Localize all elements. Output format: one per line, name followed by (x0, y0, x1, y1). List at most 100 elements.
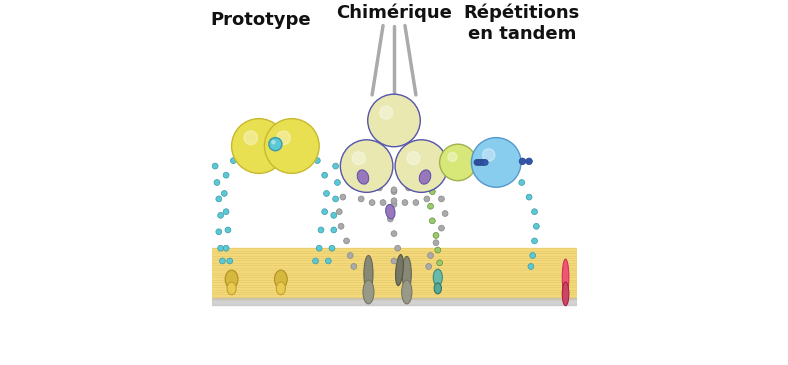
Circle shape (220, 258, 225, 264)
Circle shape (528, 264, 533, 269)
Circle shape (325, 258, 331, 264)
Ellipse shape (363, 280, 374, 304)
Circle shape (334, 180, 340, 185)
Circle shape (331, 212, 336, 218)
Circle shape (471, 138, 521, 187)
Circle shape (338, 223, 344, 229)
Circle shape (314, 158, 320, 164)
Circle shape (217, 245, 224, 251)
Circle shape (227, 258, 232, 264)
Circle shape (395, 245, 400, 251)
Circle shape (333, 196, 339, 202)
Ellipse shape (385, 204, 395, 219)
Circle shape (482, 149, 495, 161)
Circle shape (426, 264, 432, 269)
Circle shape (331, 227, 336, 233)
Circle shape (364, 180, 370, 185)
Circle shape (418, 180, 424, 185)
Circle shape (429, 218, 435, 224)
Circle shape (437, 174, 443, 180)
Ellipse shape (419, 170, 431, 184)
Ellipse shape (396, 255, 403, 285)
Circle shape (344, 238, 349, 244)
Circle shape (391, 231, 397, 237)
Circle shape (391, 187, 397, 193)
Circle shape (519, 180, 525, 185)
Circle shape (212, 163, 218, 169)
Circle shape (439, 225, 444, 231)
Text: Répétitions
en tandem: Répétitions en tandem (463, 4, 580, 43)
Circle shape (533, 223, 539, 229)
Circle shape (370, 200, 375, 205)
Ellipse shape (563, 282, 569, 306)
Ellipse shape (364, 255, 373, 292)
Circle shape (391, 198, 397, 204)
Circle shape (391, 201, 397, 207)
Circle shape (377, 185, 382, 191)
Ellipse shape (402, 256, 411, 291)
Circle shape (429, 189, 435, 195)
Circle shape (407, 151, 420, 165)
Circle shape (316, 245, 322, 251)
Circle shape (448, 153, 457, 161)
Circle shape (216, 229, 221, 235)
Circle shape (277, 131, 291, 145)
Circle shape (395, 140, 448, 192)
Circle shape (380, 106, 392, 119)
Circle shape (223, 245, 229, 251)
Circle shape (428, 203, 433, 209)
Circle shape (214, 180, 220, 185)
Circle shape (388, 216, 393, 222)
Circle shape (348, 253, 353, 258)
Circle shape (221, 191, 227, 196)
Circle shape (391, 189, 397, 195)
Circle shape (440, 144, 476, 181)
Circle shape (272, 141, 275, 144)
Circle shape (433, 240, 439, 246)
Circle shape (391, 258, 397, 264)
Circle shape (324, 191, 329, 196)
Circle shape (413, 200, 418, 205)
Circle shape (225, 227, 231, 233)
Text: Prototype: Prototype (210, 11, 311, 29)
Circle shape (322, 172, 328, 178)
Circle shape (336, 209, 342, 215)
Ellipse shape (227, 282, 236, 295)
Circle shape (435, 247, 440, 253)
Circle shape (480, 160, 486, 165)
Text: Chimérique: Chimérique (336, 4, 452, 22)
Ellipse shape (563, 259, 569, 296)
Circle shape (526, 194, 532, 200)
Circle shape (476, 160, 482, 165)
Circle shape (223, 172, 229, 178)
Circle shape (482, 160, 489, 165)
Circle shape (230, 158, 236, 164)
Circle shape (340, 194, 346, 200)
Circle shape (519, 158, 526, 165)
Ellipse shape (433, 269, 442, 285)
Circle shape (526, 158, 533, 165)
Ellipse shape (277, 282, 285, 295)
Circle shape (431, 183, 437, 189)
Circle shape (351, 183, 357, 189)
Circle shape (424, 196, 429, 202)
Circle shape (322, 209, 328, 215)
Circle shape (442, 211, 448, 216)
FancyBboxPatch shape (211, 248, 577, 299)
Circle shape (217, 212, 224, 218)
Circle shape (216, 196, 221, 202)
Circle shape (406, 185, 411, 191)
Circle shape (437, 260, 443, 266)
Ellipse shape (434, 283, 441, 294)
Circle shape (530, 253, 536, 258)
FancyBboxPatch shape (211, 298, 577, 305)
Circle shape (244, 131, 258, 145)
Circle shape (340, 140, 393, 192)
Circle shape (474, 160, 480, 165)
Circle shape (368, 94, 420, 147)
Circle shape (232, 119, 286, 173)
Circle shape (351, 264, 357, 269)
Circle shape (359, 196, 364, 202)
Ellipse shape (225, 270, 238, 288)
Circle shape (433, 233, 439, 238)
